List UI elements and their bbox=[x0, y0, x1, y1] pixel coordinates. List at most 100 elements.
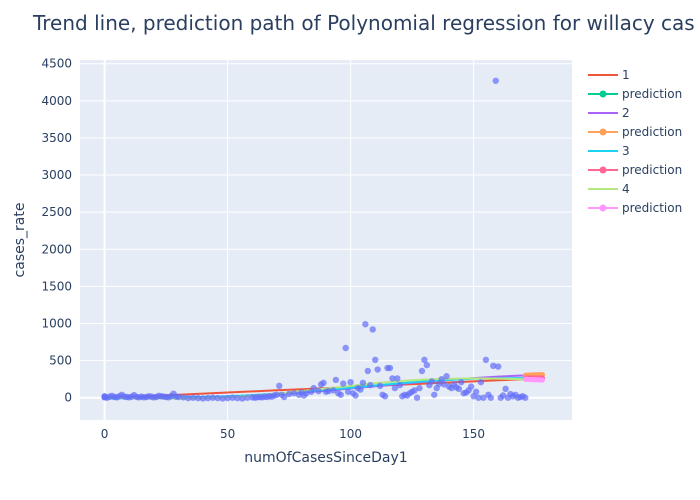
y-tick-label: 2500 bbox=[41, 205, 72, 219]
y-tick-label: 4500 bbox=[41, 57, 72, 71]
data-point bbox=[325, 387, 332, 395]
data-point bbox=[276, 382, 283, 390]
data-point bbox=[234, 394, 241, 402]
data-point bbox=[347, 378, 354, 386]
y-tick-label: 3000 bbox=[41, 168, 72, 182]
data-point bbox=[443, 373, 450, 380]
legend-label: 3 bbox=[622, 144, 630, 158]
data-point bbox=[411, 387, 418, 394]
data-point bbox=[413, 394, 421, 401]
data-point bbox=[490, 362, 497, 370]
data-point bbox=[386, 364, 394, 372]
data-point bbox=[428, 378, 435, 385]
data-point bbox=[180, 394, 187, 401]
y-tick-label: 4000 bbox=[41, 94, 72, 108]
data-point bbox=[477, 378, 485, 386]
data-point bbox=[487, 394, 495, 401]
data-point bbox=[332, 376, 340, 384]
data-point bbox=[394, 375, 401, 382]
data-point bbox=[416, 384, 423, 392]
y-tick-label: 1000 bbox=[41, 317, 72, 331]
data-point bbox=[495, 363, 502, 370]
data-point bbox=[344, 388, 352, 395]
data-point bbox=[244, 394, 251, 401]
data-point bbox=[285, 390, 293, 398]
data-point bbox=[189, 394, 197, 401]
legend-label: prediction bbox=[622, 163, 682, 177]
y-tick-label: 500 bbox=[49, 354, 72, 368]
data-point bbox=[374, 366, 381, 373]
data-point bbox=[357, 386, 364, 393]
data-point bbox=[421, 356, 428, 364]
data-point bbox=[455, 385, 463, 393]
plot-area bbox=[80, 60, 572, 420]
legend-label: 1 bbox=[622, 68, 630, 82]
y-axis-ticks: 0 500 1000 1500 2000 2500 3000 3500 4000 4500 bbox=[41, 57, 72, 405]
data-point bbox=[175, 393, 182, 401]
legend-label: 2 bbox=[622, 106, 630, 120]
data-point bbox=[224, 394, 231, 402]
data-point bbox=[396, 381, 403, 389]
data-point bbox=[431, 391, 438, 398]
data-point bbox=[502, 385, 509, 393]
data-point bbox=[499, 392, 507, 399]
data-point bbox=[315, 387, 322, 395]
data-point bbox=[362, 321, 369, 328]
y-tick-label: 0 bbox=[64, 391, 72, 405]
data-point bbox=[440, 381, 448, 388]
data-point bbox=[342, 344, 349, 352]
data-point bbox=[214, 394, 221, 402]
legend-label: 4 bbox=[622, 182, 630, 196]
data-point bbox=[204, 394, 212, 402]
data-point bbox=[337, 391, 344, 398]
legend-marker bbox=[599, 90, 607, 98]
data-point bbox=[239, 395, 246, 402]
data-point bbox=[367, 381, 374, 389]
data-point bbox=[480, 394, 487, 401]
legend-marker bbox=[599, 204, 607, 212]
x-axis-ticks: 0 50 100 150 bbox=[101, 427, 485, 441]
legend-marker bbox=[599, 166, 607, 174]
data-point bbox=[376, 382, 384, 390]
data-point bbox=[320, 379, 327, 387]
data-point bbox=[372, 356, 379, 364]
legend: 1 prediction 2 prediction 3 prediction 4 predic… bbox=[588, 68, 682, 215]
data-point bbox=[280, 393, 288, 401]
chart-title: Trend line, prediction path of Polynomia… bbox=[32, 11, 695, 35]
x-tick-label: 100 bbox=[339, 427, 362, 441]
data-point bbox=[273, 391, 280, 398]
y-tick-label: 2000 bbox=[41, 242, 72, 256]
data-point bbox=[290, 390, 298, 397]
data-point bbox=[389, 375, 396, 382]
data-points bbox=[101, 77, 529, 402]
data-point bbox=[330, 387, 337, 394]
data-point bbox=[438, 375, 445, 383]
legend-label: prediction bbox=[622, 87, 682, 101]
y-tick-label: 1500 bbox=[41, 279, 72, 293]
data-point bbox=[472, 388, 480, 395]
data-point bbox=[199, 395, 207, 402]
data-point bbox=[475, 394, 482, 401]
data-point bbox=[381, 393, 389, 400]
data-point bbox=[194, 394, 202, 402]
data-point bbox=[364, 367, 372, 375]
data-point bbox=[352, 392, 359, 399]
data-point bbox=[522, 394, 529, 401]
x-tick-label: 0 bbox=[101, 427, 109, 441]
data-point bbox=[310, 384, 317, 392]
data-point bbox=[219, 395, 226, 402]
prediction-marker bbox=[539, 377, 545, 383]
data-point bbox=[492, 77, 499, 84]
data-point bbox=[467, 383, 475, 390]
legend-label: prediction bbox=[622, 125, 682, 139]
legend-label: prediction bbox=[622, 201, 682, 215]
data-point bbox=[185, 394, 192, 402]
y-axis-title: cases_rate bbox=[12, 203, 28, 278]
data-point bbox=[229, 394, 236, 401]
gridlines bbox=[80, 60, 572, 420]
x-axis-title: numOfCasesSinceDay1 bbox=[244, 450, 407, 466]
data-point bbox=[482, 356, 490, 364]
data-point bbox=[423, 361, 431, 369]
y-tick-label: 3500 bbox=[41, 131, 72, 145]
